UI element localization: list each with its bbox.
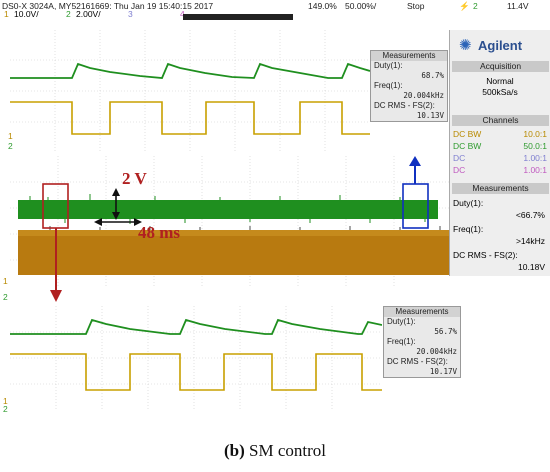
top-ch1-waveform — [10, 101, 370, 135]
marker-ch1-bottom: 1 — [3, 396, 8, 406]
agilent-spark-icon: ✺ — [459, 37, 472, 54]
agilent-logo: ✺ Agilent — [450, 34, 550, 58]
overview-waveform-panel: 2 V 48 ms — [10, 156, 450, 286]
rms-value: 10.17V — [429, 367, 457, 376]
marker-ch1-mid: 1 — [3, 276, 8, 286]
rms-value: 10.13V — [416, 111, 444, 120]
rms-label: DC RMS - FS(2): — [374, 101, 435, 110]
red-arrow-icon — [50, 290, 62, 302]
acquisition-header: Acquisition — [452, 61, 549, 72]
bottom-waveform-panel — [10, 306, 382, 410]
overview-ch1-band — [18, 230, 450, 275]
overview-ch2-noise — [29, 194, 426, 224]
bottom-ch1-waveform — [10, 353, 382, 391]
ch3-number: 3 — [128, 9, 133, 19]
ch4-number: 4 — [180, 9, 185, 19]
ch3-probe-ratio: 1.00:1 — [523, 153, 547, 163]
scope-header: DS0-X 3024A, MY52161669: Thu Jan 19 15:4… — [0, 0, 550, 20]
trigger-channel: 2 — [473, 1, 478, 11]
marker-ch2-top: 2 — [8, 141, 13, 151]
bottom-ch2-waveform — [10, 318, 382, 335]
trigger-icon: ⚡ — [459, 1, 470, 11]
panel-rms-value: 10.18V — [518, 262, 545, 272]
top-waveform-panel — [10, 30, 370, 152]
ch2-coupling: DC BW — [453, 141, 482, 151]
ch4-coupling: DC — [453, 165, 466, 175]
overview-ch2-band — [18, 200, 438, 219]
blue-arrow-icon — [409, 156, 421, 166]
duty-value: 68.7% — [421, 71, 444, 80]
ch1-coupling: DC BW — [453, 129, 482, 139]
run-state: Stop — [407, 1, 425, 11]
measurements-title: Measurements — [384, 307, 460, 317]
panel-duty-value: <66.7% — [515, 210, 545, 220]
measurements-box-top: Measurements Duty(1): 68.7% Freq(1): 20.… — [370, 50, 448, 122]
scope-title: DS0-X 3024A, MY52161669: Thu Jan 19 15:4… — [2, 1, 214, 11]
annotation-2v: 2 V — [122, 169, 147, 188]
channels-header: Channels — [452, 115, 549, 126]
red-zoom-arrow — [50, 228, 62, 302]
caption-text: SM control — [244, 441, 326, 460]
acquisition-rate: 500kSa/s — [482, 87, 518, 97]
panel-freq-label: Freq(1): — [453, 224, 484, 234]
ch2-number: 2 — [66, 9, 71, 19]
trigger-position-bar — [183, 14, 293, 20]
panel-freq-value: >14kHz — [515, 236, 545, 246]
top-ch2-waveform — [10, 62, 370, 79]
marker-ch2-mid: 2 — [3, 292, 8, 302]
caption-label: (b) — [223, 441, 245, 460]
ch2-probe-ratio: 50.0:1 — [523, 141, 547, 151]
timebase-position: 149.0% — [308, 1, 337, 11]
overview-ch1-band-shade — [18, 230, 450, 236]
top-grid — [10, 30, 370, 152]
duty-label: Duty(1): — [387, 317, 416, 326]
panel-duty-label: Duty(1): — [453, 198, 484, 208]
measurements-title: Measurements — [371, 51, 447, 61]
freq-value: 20.004kHz — [403, 91, 444, 100]
panel-rms-label: DC RMS - FS(2): — [453, 250, 518, 260]
ch1-number: 1 — [4, 9, 9, 19]
ch3-coupling: DC — [453, 153, 466, 163]
ch1-probe-ratio: 10.0:1 — [523, 129, 547, 139]
ch4-probe-ratio: 1.00:1 — [523, 165, 547, 175]
marker-ch2-bottom: 2 — [3, 404, 8, 414]
bottom-grid — [10, 306, 382, 410]
ch2-scale: 2.00V/ — [76, 9, 101, 19]
time-per-div: 50.00%/ — [345, 1, 377, 11]
freq-label: Freq(1): — [387, 337, 416, 346]
rms-label: DC RMS - FS(2): — [387, 357, 448, 366]
panel-measurements-header: Measurements — [452, 183, 549, 194]
duty-value: 56.7% — [434, 327, 457, 336]
measurements-box-bottom: Measurements Duty(1): 56.7% Freq(1): 20.… — [383, 306, 461, 378]
annotation-48ms: 48 ms — [138, 223, 180, 242]
acquisition-mode: Normal — [486, 76, 514, 86]
agilent-side-panel: ✺ Agilent Acquisition Normal 500kSa/s Ch… — [449, 30, 550, 276]
freq-value: 20.004kHz — [416, 347, 457, 356]
figure-caption: (b) SM control — [0, 441, 550, 461]
duty-label: Duty(1): — [374, 61, 403, 70]
agilent-brand: Agilent — [478, 38, 523, 53]
ch1-scale: 10.0V/ — [14, 9, 39, 19]
marker-ch1-top: 1 — [8, 131, 13, 141]
freq-label: Freq(1): — [374, 81, 403, 90]
trigger-level: 11.4V — [507, 1, 529, 11]
